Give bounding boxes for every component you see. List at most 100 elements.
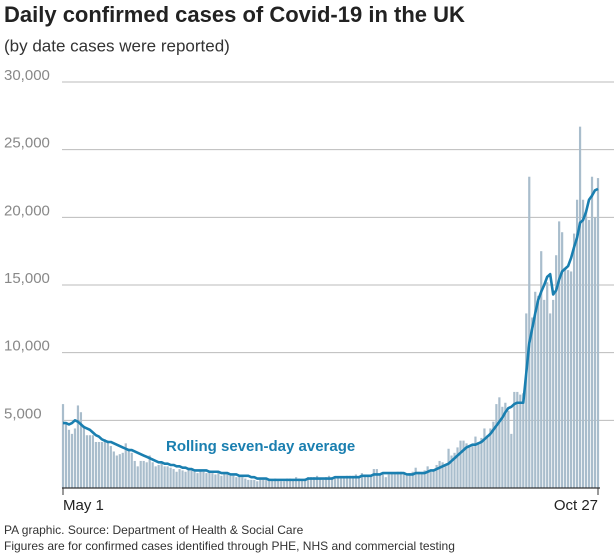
bar (525, 313, 528, 488)
bar (118, 454, 121, 488)
bar (570, 271, 573, 488)
bar (540, 251, 543, 488)
bar (561, 232, 564, 488)
bar (160, 463, 163, 488)
bar (510, 433, 513, 488)
bar (130, 452, 133, 488)
bar (181, 470, 184, 488)
bar (333, 478, 337, 488)
bar (280, 481, 283, 488)
bar (112, 451, 115, 488)
bar (283, 481, 286, 488)
bar (516, 391, 519, 488)
bar (73, 428, 77, 488)
note: Figures are for confirmed cases identifi… (4, 539, 455, 553)
bar (250, 479, 253, 488)
bar (348, 475, 352, 488)
bar (596, 178, 600, 488)
bar (590, 176, 594, 488)
chart-title: Daily confirmed cases of Covid-19 in the… (4, 2, 465, 27)
bar (193, 471, 196, 488)
bar (513, 391, 516, 488)
bar (148, 455, 151, 488)
bar (498, 397, 501, 488)
bar (555, 255, 558, 488)
bar (420, 473, 423, 488)
bar (447, 448, 450, 488)
bar (345, 475, 349, 488)
bar (262, 479, 265, 488)
bar (489, 428, 492, 488)
bar (575, 199, 579, 489)
bar (220, 475, 223, 488)
bar (336, 477, 340, 488)
bar (292, 479, 295, 488)
bar (587, 220, 591, 489)
bar (572, 233, 576, 488)
bar (417, 471, 420, 488)
bar (265, 479, 268, 488)
x-tick-label: May 1 (63, 497, 104, 514)
bar (211, 473, 214, 488)
bar (438, 460, 441, 488)
bar (61, 404, 65, 488)
bar (330, 477, 334, 488)
bar (450, 455, 453, 488)
bar (429, 471, 432, 488)
bar (483, 428, 486, 488)
bar (127, 448, 130, 488)
bar (327, 475, 331, 488)
bar (441, 462, 444, 488)
y-tick-label: 25,000 (4, 135, 50, 152)
bar (444, 464, 447, 488)
bar (504, 402, 507, 488)
bar (175, 471, 178, 488)
bar (247, 479, 250, 488)
bar (318, 478, 322, 488)
bar (459, 440, 462, 488)
bar (277, 479, 280, 488)
bar (229, 475, 232, 488)
bar (471, 446, 474, 488)
bar (486, 435, 489, 488)
bar (351, 475, 355, 488)
bar (154, 466, 157, 488)
bar (399, 471, 402, 488)
bar (303, 478, 307, 488)
bar (432, 470, 435, 488)
bar (309, 477, 313, 488)
bar (235, 477, 238, 488)
bar (205, 473, 208, 488)
bar (584, 210, 588, 489)
bar (354, 474, 358, 488)
bar (274, 478, 277, 488)
bar (390, 473, 393, 488)
bar (145, 462, 148, 488)
bar (226, 473, 229, 488)
bar (142, 460, 145, 488)
bar (405, 475, 408, 488)
bar (121, 452, 124, 488)
bar (492, 421, 495, 488)
bar (100, 441, 103, 488)
bar (387, 474, 390, 488)
y-tick-label: 20,000 (4, 202, 50, 219)
bar (256, 481, 259, 488)
bar (558, 221, 561, 489)
bar (402, 474, 405, 488)
bar (166, 466, 169, 488)
bar (366, 475, 369, 488)
bar (369, 474, 372, 488)
bar (474, 436, 477, 488)
bar (534, 291, 537, 488)
bar (477, 441, 480, 488)
bar (495, 404, 498, 488)
bar (289, 478, 292, 488)
source: PA graphic. Source: Department of Health… (4, 523, 304, 537)
bar (157, 464, 160, 488)
bar (408, 473, 411, 488)
annotation: Rolling seven-day average (166, 438, 355, 455)
bar (456, 447, 459, 488)
bar (593, 217, 597, 489)
bar (268, 478, 271, 488)
